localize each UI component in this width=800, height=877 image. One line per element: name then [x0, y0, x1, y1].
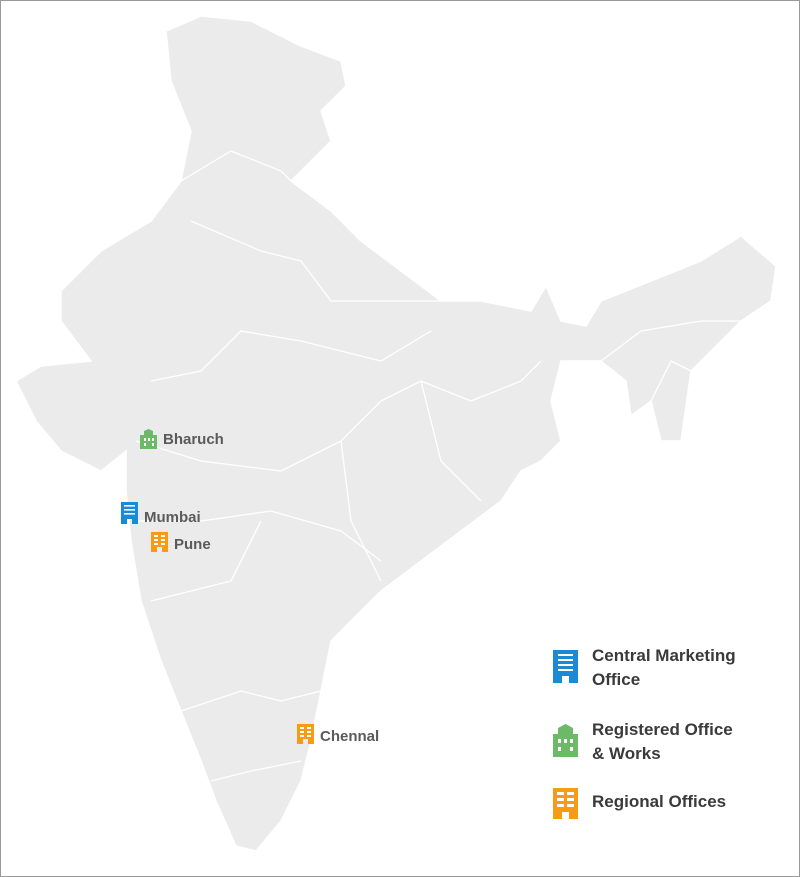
legend-label: Central Marketing — [592, 646, 736, 665]
orange-building-icon — [151, 531, 168, 552]
legend-label: & Works — [592, 744, 661, 763]
city-marker-bharuch[interactable]: Bharuch — [140, 429, 224, 449]
legend-item-regional: Regional Offices — [553, 788, 727, 819]
city-marker-mumbai[interactable]: Mumbai — [121, 499, 201, 526]
india-landmass — [15, 15, 777, 852]
blue-building-icon — [553, 650, 578, 683]
legend-label: Registered Office — [592, 720, 733, 739]
city-marker-chennai[interactable]: Chennal — [297, 722, 379, 745]
green-building-icon — [140, 429, 157, 449]
legend-item-central: Central Marketing Office — [553, 644, 736, 692]
city-marker-pune[interactable]: Pune — [151, 530, 211, 553]
state-borders — [135, 150, 741, 782]
legend-item-registered: Registered Office & Works — [553, 718, 733, 766]
city-label: Mumbai — [144, 509, 201, 526]
legend-label: Office — [592, 670, 641, 689]
city-label: Chennal — [320, 728, 380, 745]
green-building-icon — [553, 724, 578, 757]
orange-building-icon — [297, 723, 314, 744]
orange-building-icon — [553, 788, 578, 819]
city-label: Pune — [174, 536, 211, 553]
blue-building-icon — [121, 501, 138, 524]
city-label: Bharuch — [163, 430, 224, 448]
legend-label: Regional Offices — [592, 792, 727, 811]
